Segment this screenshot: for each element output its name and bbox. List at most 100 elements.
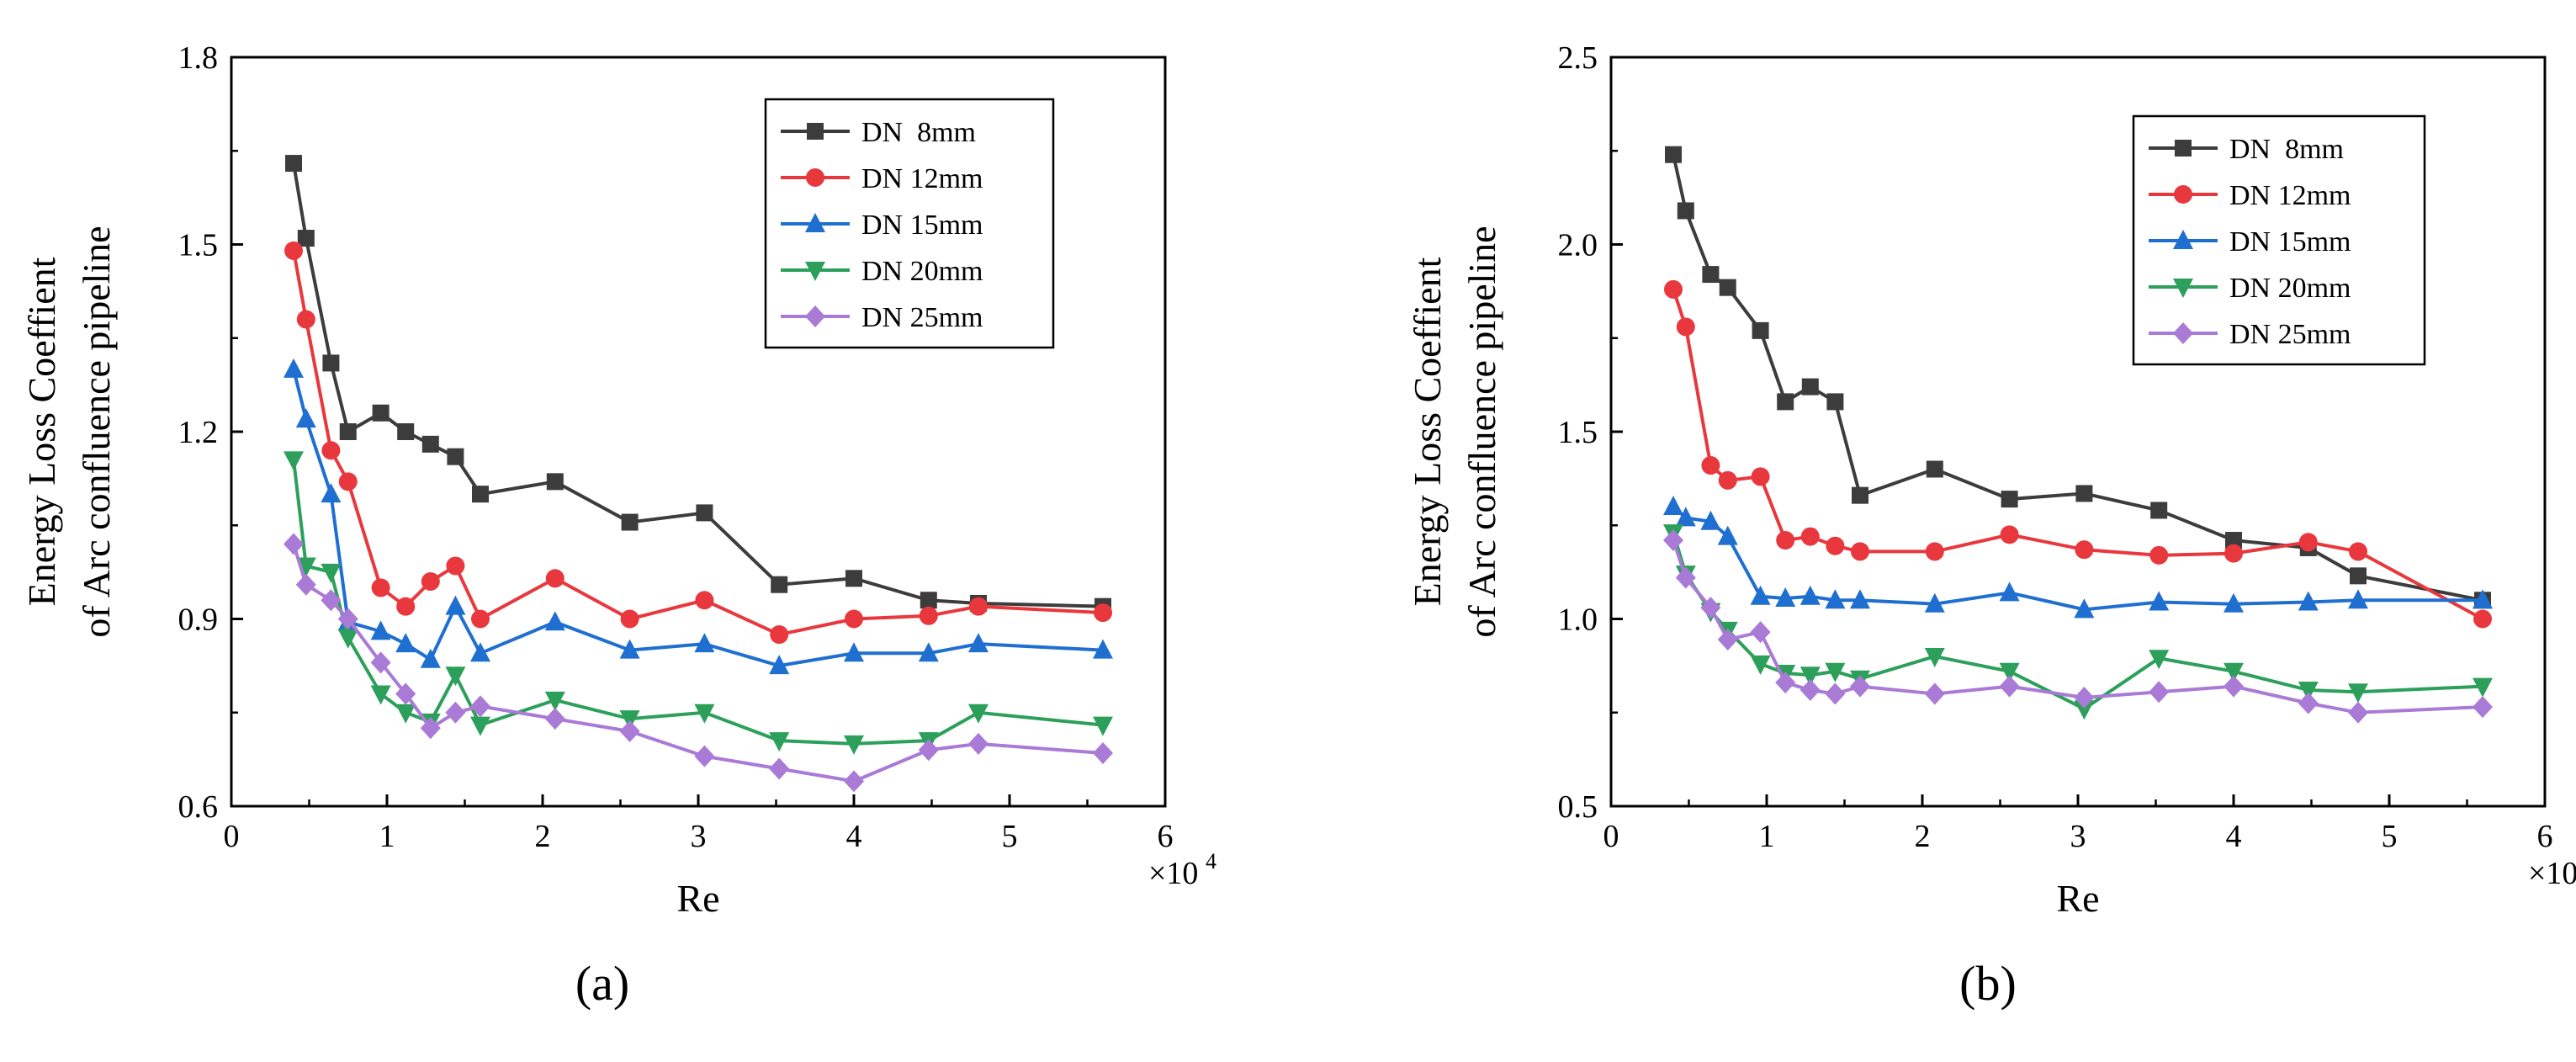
marker-triangle-down	[805, 262, 825, 281]
marker-circle	[1701, 456, 1720, 475]
marker-triangle-up	[1700, 510, 1721, 530]
marker-triangle-up	[1850, 589, 1870, 609]
marker-circle	[806, 168, 824, 187]
marker-triangle-up	[2298, 591, 2319, 611]
chart-panel-a: 0 1 2 3 4 5 6 0.6 0.9 1.2 1.5 1.8 Re ×10 4 Energy Loss …	[20, 40, 1216, 1011]
marker-triangle-down	[2348, 683, 2368, 704]
marker-triangle-up	[284, 358, 304, 378]
marker-diamond	[295, 573, 316, 596]
marker-circle	[1751, 467, 1770, 486]
y-tick-label: 1.2	[178, 415, 219, 450]
marker-triangle-up	[1924, 592, 1945, 613]
marker-circle	[2174, 185, 2192, 204]
marker-diamond	[1799, 679, 1821, 702]
marker-circle	[1664, 279, 1683, 299]
marker-circle	[1094, 603, 1112, 623]
marker-square	[372, 404, 390, 422]
marker-diamond	[395, 682, 416, 705]
series-dn-12mm	[284, 241, 1112, 645]
marker-triangle-up	[1775, 587, 1796, 608]
marker-circle	[1676, 317, 1695, 337]
panel-label: (b)	[1959, 956, 2017, 1011]
y-axis-label-line: of Arc confluence pipeline	[75, 226, 118, 637]
x-tick-label: 4	[846, 819, 862, 854]
marker-diamond	[470, 695, 490, 718]
marker-square	[2075, 485, 2093, 502]
marker-circle	[2224, 544, 2243, 563]
legend-label: DN 15mm	[861, 210, 983, 241]
x-axis-label: Re	[676, 877, 719, 920]
x-tick-label: 3	[2070, 819, 2086, 854]
marker-triangle-up	[1717, 525, 1738, 545]
marker-diamond	[2298, 692, 2319, 714]
marker-circle	[1826, 536, 1845, 555]
marker-circle	[421, 572, 440, 591]
y-tick-label: 0.9	[178, 603, 219, 638]
marker-circle	[2473, 609, 2492, 629]
marker-triangle-up	[544, 611, 565, 631]
marker-diamond	[544, 708, 565, 730]
marker-diamond	[694, 745, 715, 767]
marker-triangle-down	[694, 704, 715, 724]
x-tick-label: 0	[224, 819, 240, 854]
marker-diamond	[1924, 682, 1945, 705]
marker-circle	[371, 578, 390, 597]
marker-triangle-up	[1663, 496, 1683, 515]
x-tick-label: 4	[2226, 819, 2242, 854]
legend-label: DN 20mm	[2229, 273, 2351, 304]
marker-triangle-down	[2074, 700, 2095, 720]
marker-triangle-up	[2173, 230, 2193, 249]
marker-diamond	[2473, 696, 2493, 719]
marker-triangle-down	[321, 563, 342, 583]
x-tick-label: 1	[379, 819, 395, 854]
marker-circle	[338, 472, 358, 491]
marker-circle	[969, 597, 988, 616]
marker-triangle-down	[284, 451, 304, 471]
marker-square	[1926, 460, 1943, 478]
marker-square	[447, 448, 464, 465]
marker-diamond	[370, 651, 391, 674]
marker-triangle-up	[445, 595, 466, 615]
marker-square	[1777, 393, 1794, 411]
marker-triangle-up	[1750, 585, 1771, 605]
marker-square	[2350, 567, 2367, 585]
marker-triangle-down	[370, 685, 391, 705]
marker-circle	[770, 625, 789, 645]
marker-triangle-down	[968, 704, 989, 724]
marker-triangle-down	[395, 704, 416, 724]
marker-square	[1665, 146, 1682, 163]
marker-circle	[446, 556, 465, 576]
marker-square	[1719, 279, 1736, 296]
marker-circle	[2298, 533, 2318, 552]
x-tick-label: 0	[1603, 819, 1619, 854]
marker-triangle-up	[694, 633, 715, 653]
series-dn-15mm	[284, 358, 1113, 675]
marker-triangle-up	[2074, 598, 2095, 619]
marker-diamond	[1700, 597, 1721, 619]
marker-triangle-down	[544, 691, 565, 711]
marker-square	[1677, 202, 1694, 220]
legend: DN 8mm DN 12mm DN 15mm DN 20mm DN 25mm	[764, 98, 1055, 349]
marker-square	[2175, 140, 2192, 157]
marker-diamond	[2348, 701, 2368, 724]
marker-triangle-down	[337, 629, 358, 649]
marker-diamond	[844, 770, 864, 793]
legend-label: DN 15mm	[2229, 226, 2351, 258]
marker-triangle-up	[395, 633, 416, 653]
marker-triangle-up	[968, 633, 989, 653]
marker-diamond	[918, 739, 939, 762]
marker-diamond	[1750, 621, 1771, 644]
marker-circle	[1718, 470, 1737, 490]
marker-circle	[1851, 542, 1869, 561]
marker-diamond	[420, 717, 441, 740]
marker-triangle-up	[2348, 589, 2368, 609]
y-tick-label: 1.8	[178, 40, 219, 76]
marker-circle	[296, 310, 315, 329]
marker-square	[920, 592, 937, 609]
marker-triangle-up	[420, 648, 441, 668]
marker-circle	[1800, 527, 1820, 546]
marker-triangle-up	[470, 642, 490, 662]
marker-diamond	[2149, 681, 2170, 704]
x-tick-label: 5	[1002, 819, 1018, 854]
